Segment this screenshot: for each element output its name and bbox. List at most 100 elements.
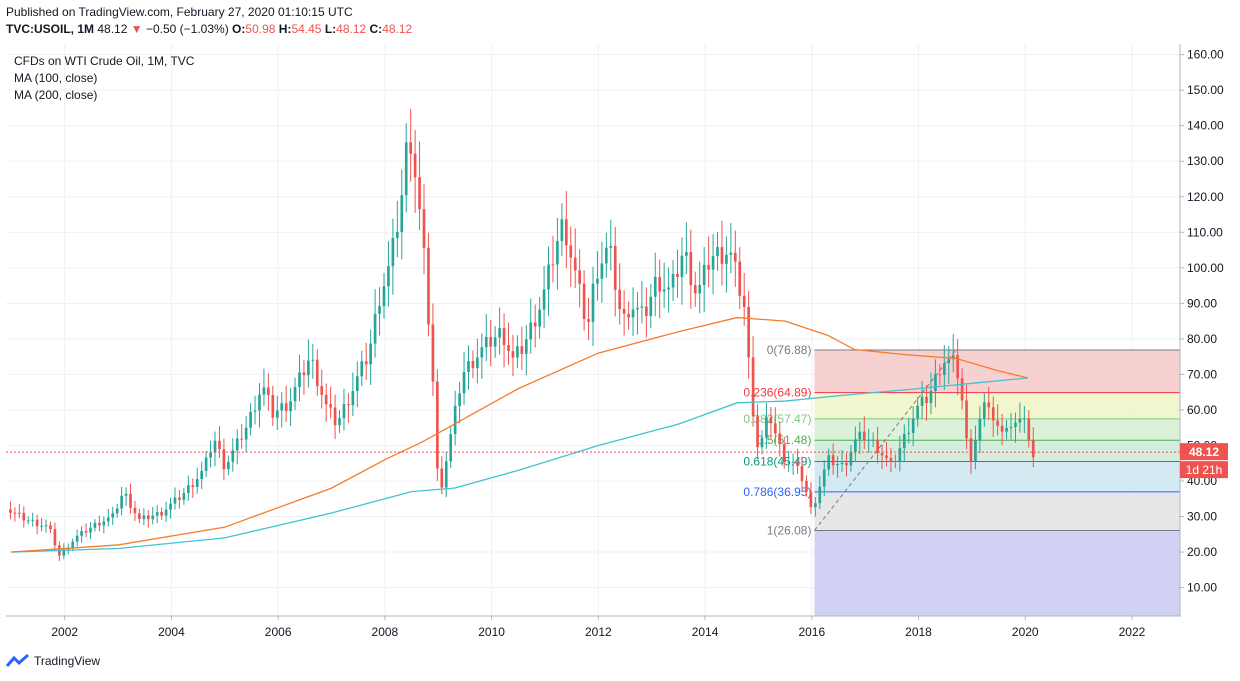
candle-body [427, 247, 430, 325]
candle-body [938, 374, 942, 376]
candle-body [662, 289, 666, 292]
candle-body [778, 433, 782, 445]
candle-body [106, 517, 110, 522]
candle-body [640, 306, 644, 308]
candle-body [151, 515, 155, 520]
candle-body [885, 455, 888, 459]
candle-body [124, 493, 128, 496]
candle-body [782, 444, 786, 463]
candle-body [9, 509, 12, 513]
candle-body [173, 497, 177, 504]
candle-body [75, 535, 79, 542]
candle-body [1031, 440, 1035, 458]
candle-body [444, 461, 448, 488]
candle-body [133, 507, 137, 514]
candle-body [605, 247, 608, 264]
candle-body [613, 245, 617, 290]
countdown-badge [1180, 461, 1228, 479]
candle-body [1000, 425, 1004, 432]
legend-ma200[interactable]: MA (200, close) [14, 88, 98, 102]
candle-body [791, 461, 795, 463]
candle-body [160, 511, 163, 516]
candle-body [413, 153, 417, 178]
change-value: −0.50 (−1.03%) [145, 22, 229, 36]
candle-body [53, 529, 57, 546]
x-tick-label: 2010 [478, 625, 505, 639]
candle-body [987, 402, 991, 408]
fib-band-extension [814, 530, 1180, 616]
legend-title[interactable]: CFDs on WTI Crude Oil, 1M, TVC [14, 54, 195, 68]
candle-body [267, 387, 270, 396]
y-tick-label: 100.00 [1187, 261, 1224, 275]
candle-body [275, 410, 279, 418]
candle-body [822, 469, 826, 487]
x-tick-label: 2016 [798, 625, 825, 639]
candle-body [253, 410, 257, 412]
fib-level-label: 0.618(45.49) [743, 454, 811, 468]
candle-body [573, 257, 577, 271]
candle-body [685, 252, 688, 256]
candle-body [529, 322, 533, 340]
x-tick-label: 2012 [585, 625, 612, 639]
candle-body [231, 450, 235, 462]
candle-body [960, 378, 964, 401]
candle-body [378, 306, 381, 314]
candle-body [333, 407, 337, 426]
y-tick-label: 80.00 [1187, 332, 1217, 346]
last-price: 48.12 [97, 22, 128, 36]
candle-body [800, 466, 804, 481]
candle-body [249, 411, 252, 428]
candle-body [805, 480, 808, 492]
candle-body [13, 512, 17, 514]
candle-body [551, 264, 555, 266]
candle-body [676, 274, 679, 278]
candle-body [880, 453, 884, 456]
x-tick-label: 2008 [372, 625, 399, 639]
candle-body [1023, 418, 1026, 420]
fib-band [814, 461, 1180, 492]
candle-body [129, 493, 132, 508]
candle-body [1018, 418, 1022, 423]
candle-body [765, 417, 768, 438]
x-tick-label: 2006 [265, 625, 292, 639]
candle-body [680, 255, 684, 278]
candle-body [98, 522, 101, 526]
candle-body [395, 231, 399, 238]
candle-body [742, 295, 746, 307]
candle-body [355, 376, 359, 391]
legend-ma100[interactable]: MA (100, close) [14, 71, 98, 85]
candle-body [35, 519, 39, 527]
candle-body [155, 511, 159, 516]
candle-body [369, 343, 372, 365]
current-price-badge [1180, 443, 1228, 461]
candle-body [934, 374, 937, 391]
candle-body [391, 237, 395, 267]
tradingview-brand[interactable]: TradingView [6, 654, 100, 668]
high-label: H: [278, 22, 292, 36]
candle-body [889, 458, 893, 461]
y-tick-label: 30.00 [1187, 510, 1217, 524]
candle-body [511, 351, 515, 358]
candle-body [591, 283, 595, 322]
candle-body [222, 449, 226, 470]
candle-body [244, 427, 248, 440]
candle-body [894, 460, 897, 462]
candle-body [871, 439, 875, 441]
candle-body [587, 319, 590, 322]
candle-body [787, 461, 791, 463]
high-value: 54.45 [291, 22, 322, 36]
candle-body [227, 461, 230, 470]
candle-body [827, 455, 831, 470]
candle-body [516, 346, 519, 358]
candle-body [507, 345, 510, 352]
y-tick-label: 160.00 [1187, 48, 1224, 62]
brand-label: TradingView [34, 654, 101, 668]
candle-body [262, 387, 266, 395]
price-chart[interactable]: 0(76.88)0.236(64.89)0.382(57.47)0.5(51.4… [0, 0, 1240, 650]
candle-body [956, 355, 959, 379]
candle-body [978, 418, 982, 441]
y-tick-label: 20.00 [1187, 545, 1217, 559]
x-tick-label: 2022 [1119, 625, 1146, 639]
candle-body [738, 261, 742, 296]
candle-body [302, 372, 306, 376]
